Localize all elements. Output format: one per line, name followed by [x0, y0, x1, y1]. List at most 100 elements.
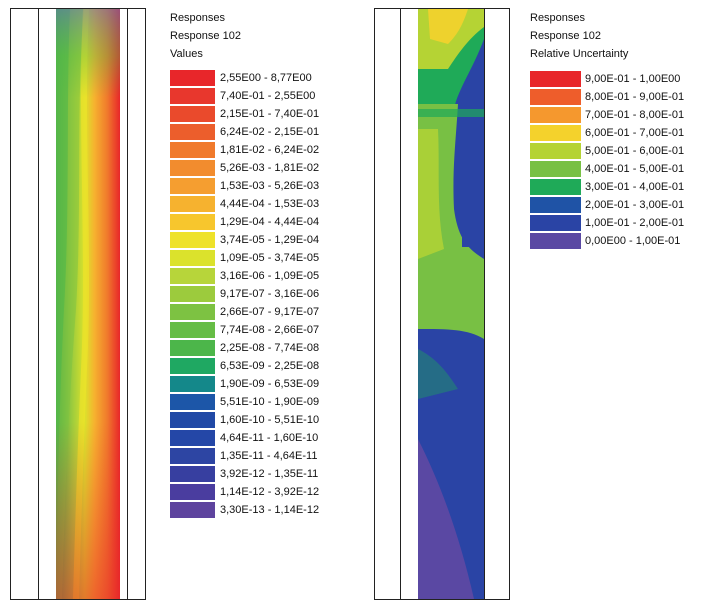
- values-legend-item: 1,60E-10 - 5,51E-10: [170, 411, 319, 429]
- uncertainty-legend-item: 3,00E-01 - 4,00E-01: [530, 178, 684, 196]
- values-legend-label: 2,66E-07 - 9,17E-07: [220, 306, 320, 318]
- uncertainty-legend-item: 7,00E-01 - 8,00E-01: [530, 106, 684, 124]
- uncertainty-legend-swatch: [530, 143, 581, 159]
- values-legend-label: 6,53E-09 - 2,25E-08: [220, 360, 320, 372]
- values-legend-swatch: [170, 322, 215, 338]
- uncertainty-legend-label: 2,00E-01 - 3,00E-01: [585, 199, 685, 211]
- values-legend-item: 5,26E-03 - 1,81E-02: [170, 159, 319, 177]
- values-legend-label: 2,15E-01 - 7,40E-01: [220, 108, 320, 120]
- values-legend-swatch: [170, 88, 215, 104]
- uncertainty-legend-label: 5,00E-01 - 6,00E-01: [585, 145, 685, 157]
- values-legend-item: 7,40E-01 - 2,55E00: [170, 87, 319, 105]
- values-legend-item: 1,14E-12 - 3,92E-12: [170, 483, 319, 501]
- values-legend-swatch: [170, 232, 215, 248]
- uncertainty-legend-swatch: [530, 89, 581, 105]
- values-legend-swatch: [170, 124, 215, 140]
- uncertainty-legend-item: 5,00E-01 - 6,00E-01: [530, 142, 684, 160]
- values-legend-item: 3,30E-13 - 1,14E-12: [170, 501, 319, 519]
- values-legend-swatch: [170, 448, 215, 464]
- values-legend-swatch: [170, 466, 215, 482]
- values-legend-item: 2,15E-01 - 7,40E-01: [170, 105, 319, 123]
- values-legend-label: 1,81E-02 - 6,24E-02: [220, 144, 320, 156]
- values-legend-label: 3,74E-05 - 1,29E-04: [220, 234, 320, 246]
- values-legend-subtitle: Response 102: [170, 30, 241, 42]
- values-legend-item: 3,74E-05 - 1,29E-04: [170, 231, 319, 249]
- uncertainty-legend-item: 0,00E00 - 1,00E-01: [530, 232, 684, 250]
- uncertainty-legend-item: 6,00E-01 - 7,00E-01: [530, 124, 684, 142]
- values-legend-swatch: [170, 394, 215, 410]
- values-legend-label: 3,16E-06 - 1,09E-05: [220, 270, 320, 282]
- values-legend-item: 6,24E-02 - 2,15E-01: [170, 123, 319, 141]
- values-legend-label: 6,24E-02 - 2,15E-01: [220, 126, 320, 138]
- values-frame-divider-right: [127, 8, 128, 599]
- values-legend-item: 1,81E-02 - 6,24E-02: [170, 141, 319, 159]
- uncertainty-legend-label: 1,00E-01 - 2,00E-01: [585, 217, 685, 229]
- values-legend-swatch: [170, 106, 215, 122]
- uncertainty-legend-label: 9,00E-01 - 1,00E00: [585, 73, 681, 85]
- values-legend-label: 4,44E-04 - 1,53E-03: [220, 198, 320, 210]
- values-legend-item: 1,90E-09 - 6,53E-09: [170, 375, 319, 393]
- uncertainty-frame-divider-right: [484, 8, 485, 599]
- values-legend-item: 6,53E-09 - 2,25E-08: [170, 357, 319, 375]
- uncertainty-legend-label: 3,00E-01 - 4,00E-01: [585, 181, 685, 193]
- uncertainty-legend-swatch: [530, 107, 581, 123]
- values-legend-swatch: [170, 268, 215, 284]
- uncertainty-legend-swatch: [530, 125, 581, 141]
- values-legend-item: 2,25E-08 - 7,74E-08: [170, 339, 319, 357]
- values-legend-label: 2,25E-08 - 7,74E-08: [220, 342, 320, 354]
- uncertainty-legend-subtitle: Response 102: [530, 30, 601, 42]
- values-legend-swatch: [170, 502, 215, 518]
- values-legend-swatch: [170, 376, 215, 392]
- uncertainty-frame-divider-left: [400, 8, 401, 599]
- values-legend-swatch: [170, 196, 215, 212]
- values-legend-swatch: [170, 250, 215, 266]
- uncertainty-legend-swatch: [530, 161, 581, 177]
- values-legend-swatch: [170, 412, 215, 428]
- values-legend-label: 2,55E00 - 8,77E00: [220, 72, 312, 84]
- values-legend-item: 4,64E-11 - 1,60E-10: [170, 429, 319, 447]
- values-legend-label: 9,17E-07 - 3,16E-06: [220, 288, 320, 300]
- values-legend-swatch: [170, 142, 215, 158]
- uncertainty-legend-item: 2,00E-01 - 3,00E-01: [530, 196, 684, 214]
- values-legend-item: 3,92E-12 - 1,35E-11: [170, 465, 319, 483]
- values-legend-swatch: [170, 430, 215, 446]
- values-legend-label: 1,09E-05 - 3,74E-05: [220, 252, 320, 264]
- values-legend-swatch: [170, 286, 215, 302]
- values-legend-label: 4,64E-11 - 1,60E-10: [220, 432, 319, 444]
- uncertainty-legend-item: 9,00E-01 - 1,00E00: [530, 70, 684, 88]
- uncertainty-legend-label: 8,00E-01 - 9,00E-01: [585, 91, 685, 103]
- values-legend-label: 7,40E-01 - 2,55E00: [220, 90, 316, 102]
- values-legend-label: 1,29E-04 - 4,44E-04: [220, 216, 320, 228]
- uncertainty-legend-label: 0,00E00 - 1,00E-01: [585, 235, 681, 247]
- uncertainty-legend-quantity: Relative Uncertainty: [530, 48, 629, 60]
- values-legend-item: 1,35E-11 - 4,64E-11: [170, 447, 319, 465]
- values-contour-plot: [56, 9, 120, 599]
- values-legend-swatch: [170, 340, 215, 356]
- values-legend-item: 1,53E-03 - 5,26E-03: [170, 177, 319, 195]
- values-legend-label: 7,74E-08 - 2,66E-07: [220, 324, 320, 336]
- values-legend-quantity: Values: [170, 48, 203, 60]
- values-legend-items: 2,55E00 - 8,77E00 7,40E-01 - 2,55E00 2,15E…: [170, 69, 319, 519]
- values-legend-label: 1,14E-12 - 3,92E-12: [220, 486, 320, 498]
- uncertainty-legend-label: 6,00E-01 - 7,00E-01: [585, 127, 685, 139]
- uncertainty-legend-swatch: [530, 179, 581, 195]
- uncertainty-legend-title: Responses: [530, 12, 586, 24]
- values-legend-label: 1,90E-09 - 6,53E-09: [220, 378, 320, 390]
- uncertainty-legend-label: 7,00E-01 - 8,00E-01: [585, 109, 685, 121]
- values-legend-swatch: [170, 214, 215, 230]
- values-legend-title: Responses: [170, 12, 226, 24]
- values-legend-swatch: [170, 484, 215, 500]
- values-legend-swatch: [170, 178, 215, 194]
- uncertainty-legend-swatch: [530, 197, 581, 213]
- uncertainty-legend-items: 9,00E-01 - 1,00E00 8,00E-01 - 9,00E-01 7,0…: [530, 70, 684, 250]
- values-legend-item: 4,44E-04 - 1,53E-03: [170, 195, 319, 213]
- uncertainty-legend-swatch: [530, 71, 581, 87]
- values-legend-label: 5,51E-10 - 1,90E-09: [220, 396, 320, 408]
- values-frame-divider-left: [38, 8, 39, 599]
- values-panel: Responses Response 102 Values 2,55E00 - …: [10, 8, 319, 600]
- uncertainty-legend-swatch: [530, 215, 581, 231]
- values-legend-item: 1,29E-04 - 4,44E-04: [170, 213, 319, 231]
- uncertainty-contour-plot: [418, 9, 484, 599]
- values-legend-item: 3,16E-06 - 1,09E-05: [170, 267, 319, 285]
- uncertainty-legend-label: 4,00E-01 - 5,00E-01: [585, 163, 685, 175]
